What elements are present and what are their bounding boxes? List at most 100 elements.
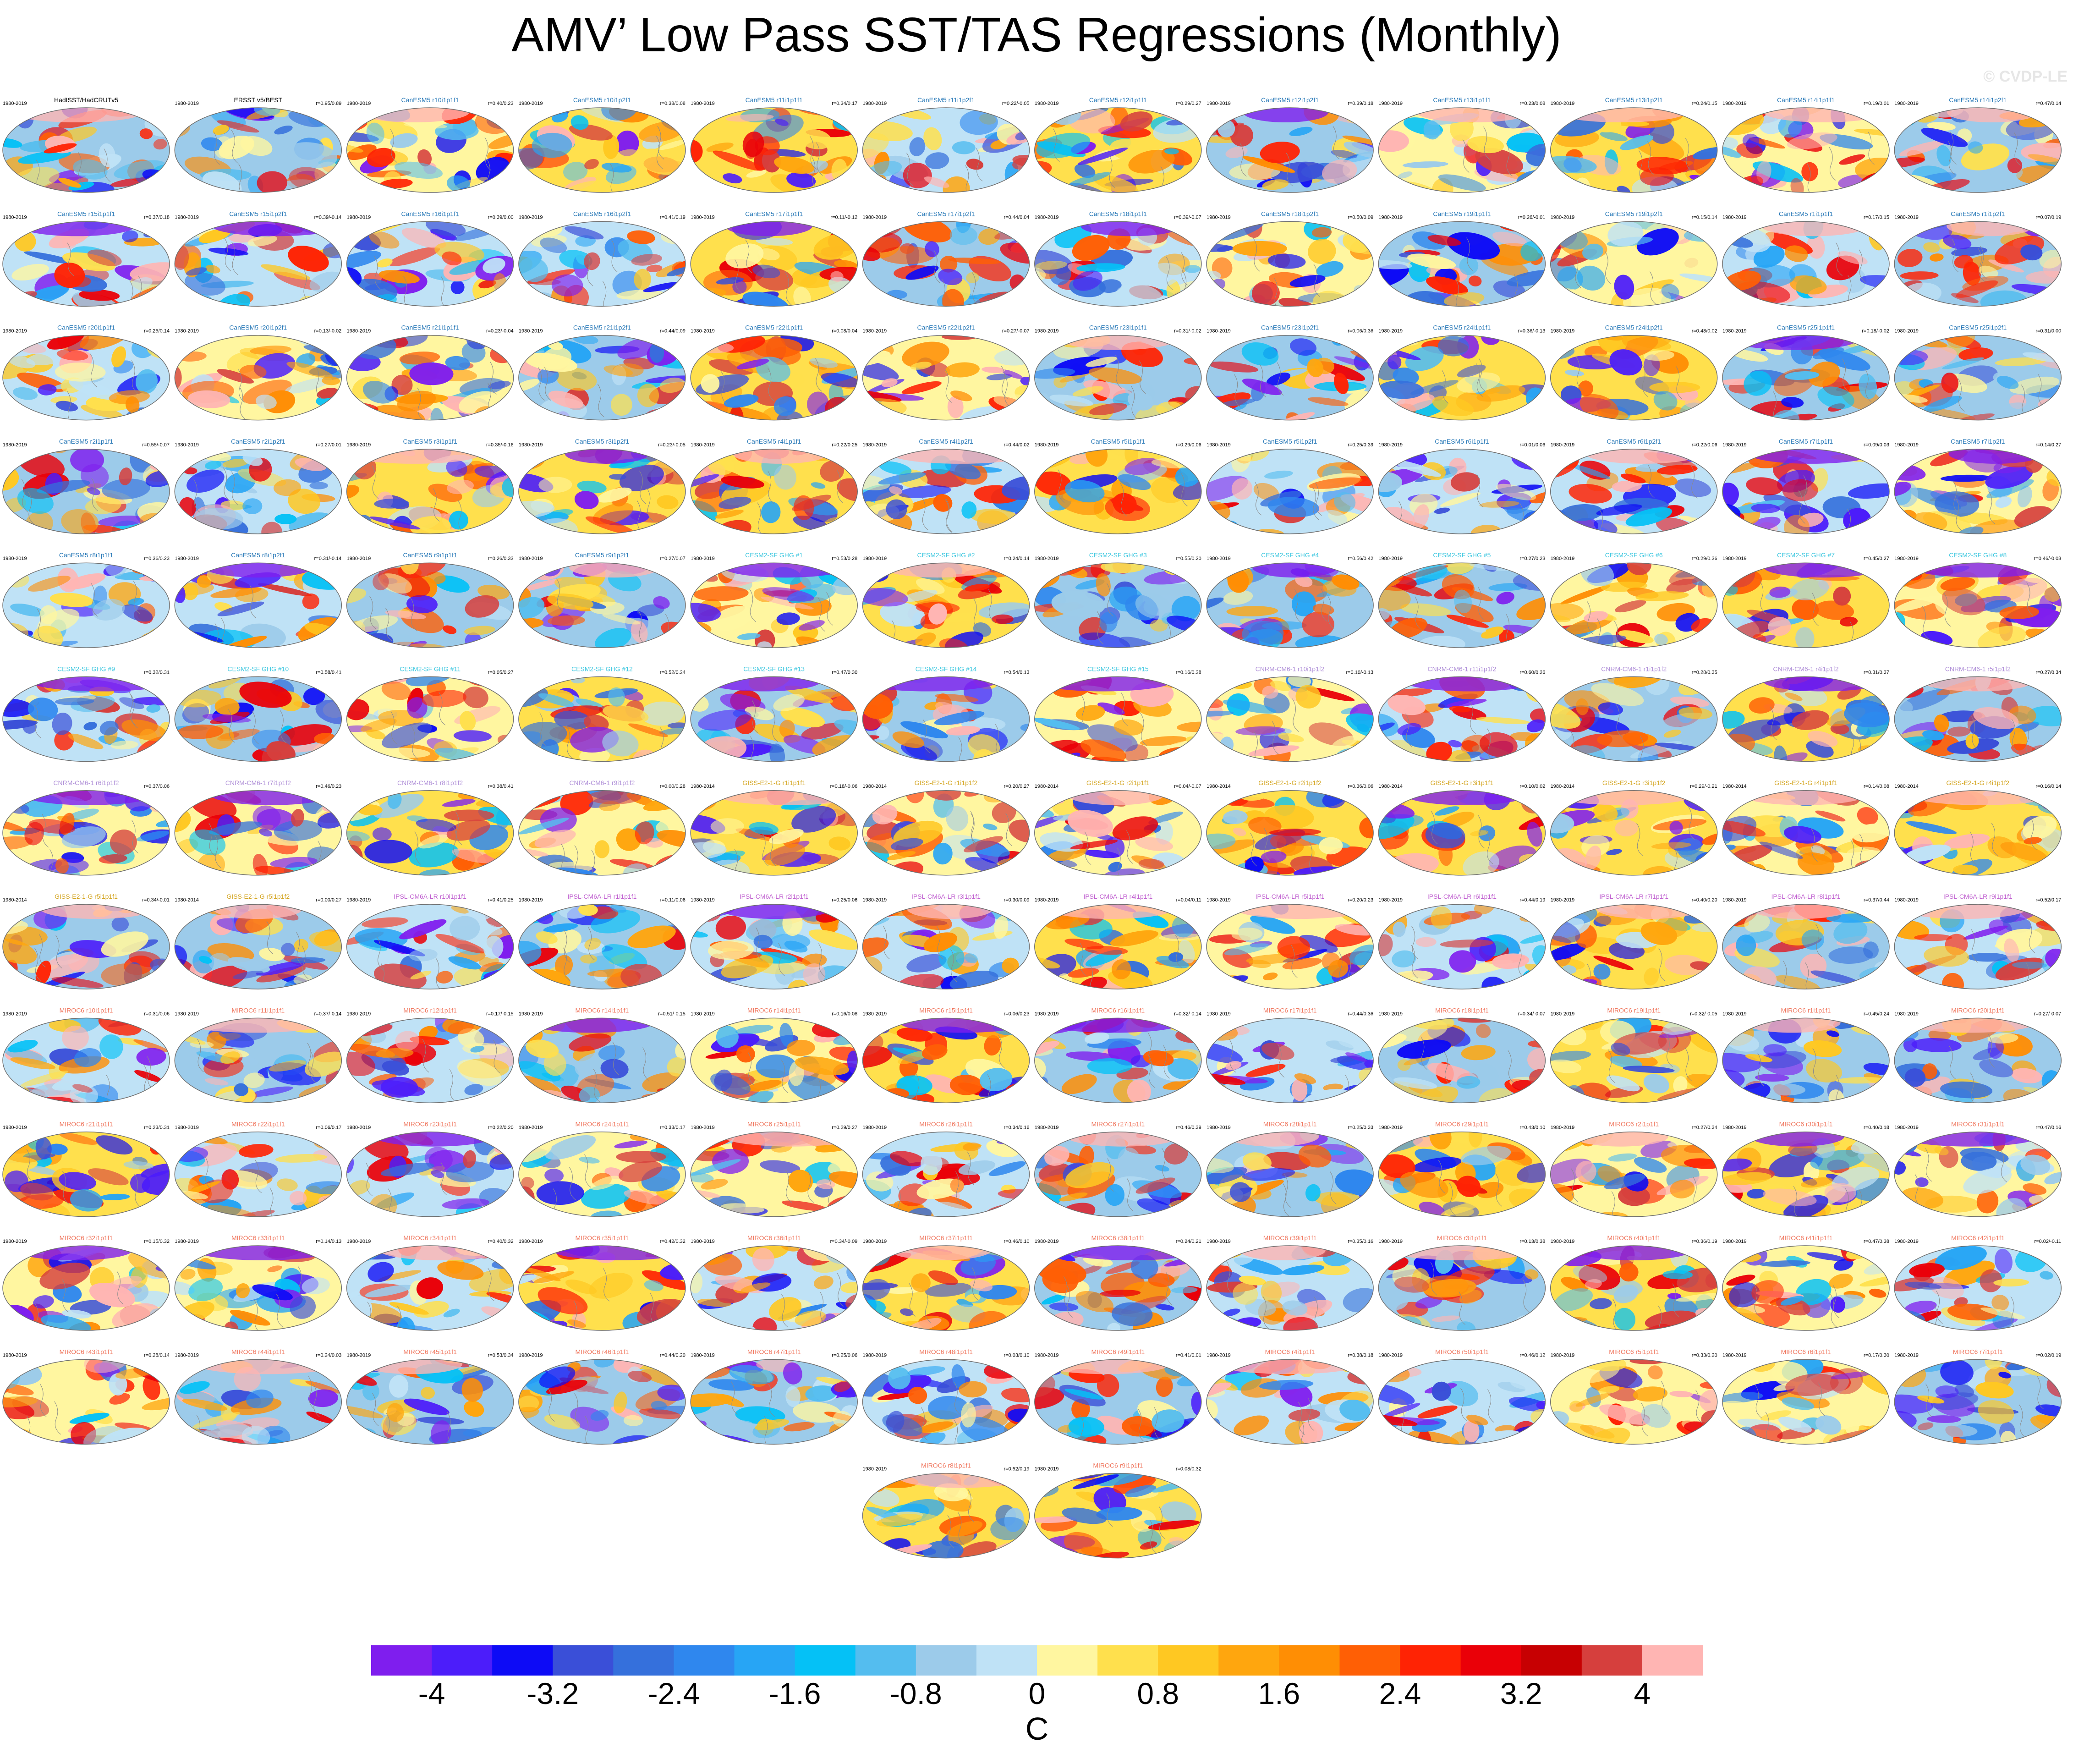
regression-map [839,1239,1036,1340]
regression-map [0,439,191,540]
panel-stat: r=0.24/0.03 [316,1352,341,1358]
regression-map [1010,891,1210,1000]
panel-stat: r=0.54/0.13 [1004,670,1030,676]
panel-stat: r=0.36/0.06 [1348,784,1373,789]
panel-stat: r=0.29/0.27 [832,1125,857,1131]
panel-title: CanESM5 r3i1p1f1 [403,438,457,445]
regression-map [1879,1238,2063,1338]
panel-stat: r=0.08/0.32 [1176,1467,1201,1472]
panel-title: CanESM5 r23i1p1f1 [1089,324,1147,331]
panel-years: 1980-2014 [1035,784,1059,789]
panel-stat: r=0.07/0.19 [2035,214,2061,220]
panel-stat: r=0.25/0.06 [832,897,857,903]
panel-title: MIROC6 r48i1p1f1 [919,1348,973,1355]
panel-years: 1980-2019 [1722,1239,1747,1244]
panel-stat: r=0.50/0.09 [1348,214,1373,220]
panel-years: 1980-2019 [1551,897,1575,903]
regression-map [688,1008,877,1111]
regression-map [1186,1009,1388,1112]
regression-map [1532,1005,1739,1111]
panel-years: 1980-2019 [3,1011,27,1017]
regression-map [1183,1348,1389,1452]
panel-stat: r=0.39/0.00 [488,214,514,220]
regression-map [1878,550,2073,655]
panel-years: 1980-2019 [863,1011,887,1017]
regression-map [677,1352,864,1449]
panel-title: CanESM5 r13i1p1f1 [1433,96,1491,104]
panel-title: MIROC6 r35i1p1f1 [576,1234,629,1242]
regression-map [496,1347,704,1454]
panel-years: 1980-2019 [519,1125,543,1131]
panel-title: ERSST v5/BEST [234,96,283,104]
panel-title: MIROC6 r39i1p1f1 [1263,1234,1317,1242]
panel-title: MIROC6 r19i1p1f1 [1607,1006,1661,1014]
panel-stat: r=0.39/-0.14 [314,214,342,220]
panel-years: 1980-2019 [175,556,199,561]
regression-map [1883,209,2073,314]
regression-map [329,441,531,544]
panel-years: 1980-2014 [1378,784,1403,789]
regression-map [0,549,189,657]
panel-title: CNRM-CM6-1 r9i1p1f2 [569,779,635,786]
panel-stat: r=0.37/-0.14 [314,1011,342,1017]
regression-map [1711,550,1904,655]
panel-years: 1980-2019 [175,101,199,106]
regression-map [1371,100,1569,203]
panel-stat: r=0.16/0.14 [2035,784,2061,789]
regression-map [158,1237,360,1338]
regression-map [1718,325,1893,430]
panel-title: MIROC6 r38i1p1f1 [1091,1234,1145,1242]
panel-title: MIROC6 r46i1p1f1 [576,1348,629,1355]
regression-map [1872,440,2073,541]
panel-title: MIROC6 r7i1p1f1 [1953,1348,2003,1355]
regression-map [1700,441,1901,542]
panel-title: MIROC6 r47i1p1f1 [747,1348,801,1355]
panel-title: GISS-E2-1-G r3i1p1f2 [1602,779,1666,786]
panel-stat: r=0.44/0.36 [1348,1011,1373,1017]
panel-years: 1980-2019 [863,329,887,334]
panel-stat: r=0.17/0.30 [1864,1352,1889,1358]
panel-title: CESM2-SF GHG #11 [400,665,461,673]
regression-map [1014,1462,1205,1568]
panel-years: 1980-2019 [863,101,887,106]
panel-title: CESM2-SF GHG #10 [227,665,289,673]
panel-stat: r=0.60/0.26 [1519,670,1545,676]
panel-title: MIROC6 r3i1p1f1 [1437,1234,1487,1242]
panel-stat: r=0.04/0.11 [1176,897,1201,903]
panel-title: CESM2-SF GHG #6 [1605,551,1663,559]
panel-title: MIROC6 r11i1p1f1 [231,1006,285,1014]
panel-stat: r=0.00/0.28 [660,784,686,789]
panel-years: 1980-2019 [3,1125,27,1131]
panel-stat: r=0.33/0.20 [1692,1352,1717,1358]
regression-map [1009,439,1222,539]
panel-title: MIROC6 r29i1p1f1 [1435,1121,1489,1128]
regression-map [838,101,1046,203]
panel-years: 1980-2019 [1551,214,1575,220]
panel-stat: r=0.30/0.09 [1004,897,1030,903]
regression-map [839,1006,1053,1113]
